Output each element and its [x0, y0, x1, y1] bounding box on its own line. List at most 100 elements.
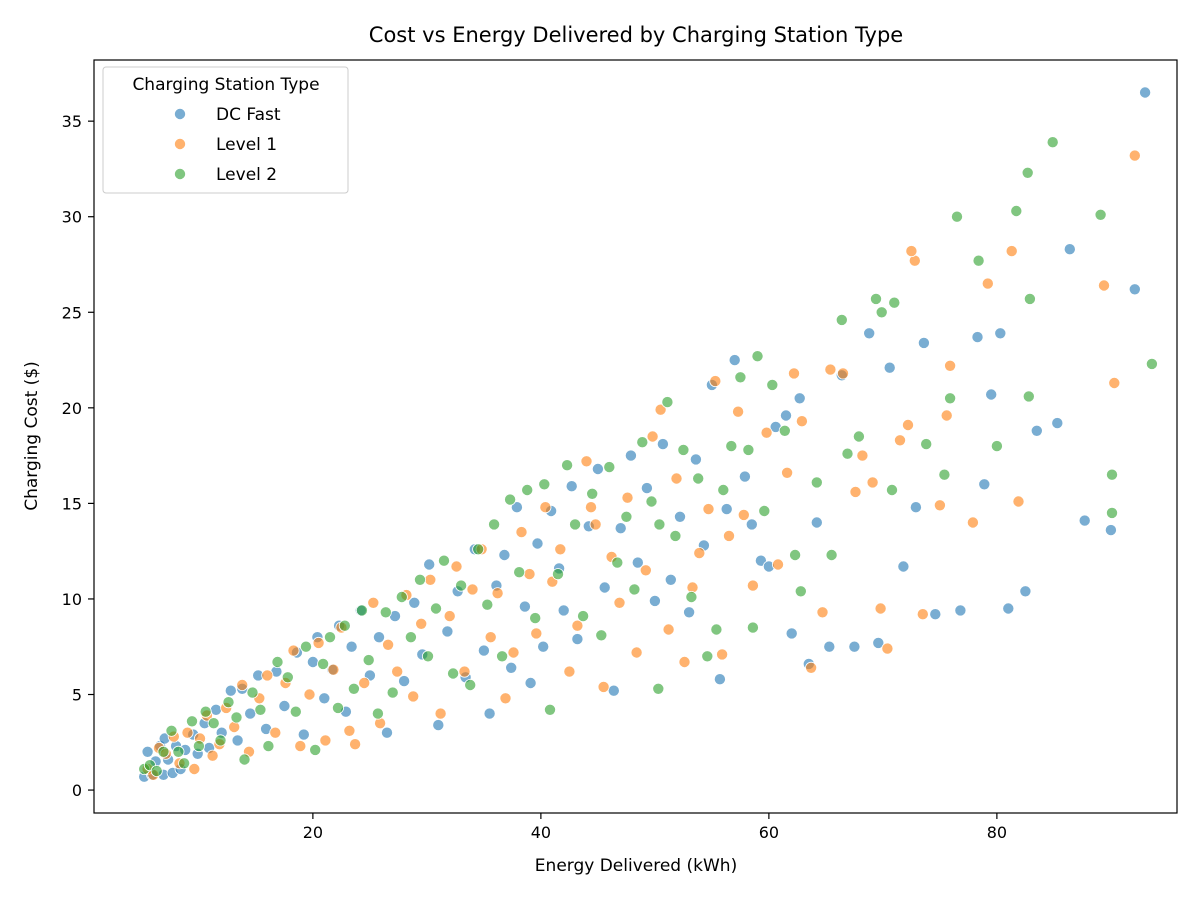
data-point-level-2 [488, 518, 501, 531]
data-point-level-1 [312, 636, 325, 649]
data-point-dc-fast [624, 449, 637, 462]
data-point-dc-fast [683, 606, 696, 619]
legend: Charging Station Type DC Fast Level 1 Leve… [102, 66, 349, 194]
data-point-level-2 [504, 493, 517, 506]
data-point-level-1 [795, 415, 808, 428]
data-point-dc-fast [664, 573, 677, 586]
data-point-dc-fast [1128, 283, 1141, 296]
data-point-level-2 [1106, 506, 1119, 519]
legend-label-level-1: Level 1 [216, 135, 277, 155]
data-point-dc-fast [345, 640, 358, 653]
data-point-level-2 [636, 436, 649, 449]
data-point-level-2 [178, 757, 191, 770]
data-point-level-2 [1010, 204, 1023, 217]
legend-label-level-2: Level 2 [216, 165, 277, 185]
data-point-level-2 [677, 443, 690, 456]
data-point-dc-fast [1002, 602, 1015, 615]
data-point-level-2 [751, 350, 764, 363]
data-point-level-2 [944, 392, 957, 405]
data-point-dc-fast [640, 482, 653, 495]
data-point-dc-fast [985, 388, 998, 401]
data-point-level-2 [472, 543, 485, 556]
data-point-dc-fast [720, 503, 733, 516]
data-point-level-2 [717, 483, 730, 496]
data-point-dc-fast [1078, 514, 1091, 527]
data-point-dc-fast [648, 594, 661, 607]
data-point-level-2 [620, 510, 633, 523]
data-point-level-2 [886, 483, 899, 496]
data-point-level-1 [737, 508, 750, 521]
data-point-dc-fast [614, 522, 627, 535]
data-point-level-1 [678, 656, 691, 669]
y-tick-label: 10 [62, 590, 82, 609]
data-point-dc-fast [510, 501, 523, 514]
data-point-level-1 [894, 434, 907, 447]
plot-area: 20 40 60 80 0 5 10 15 20 25 30 35 [62, 59, 1178, 842]
data-point-level-1 [746, 579, 759, 592]
data-point-level-1 [630, 646, 643, 659]
data-point-level-2 [289, 705, 302, 718]
data-point-level-1 [905, 245, 918, 258]
data-point-level-2 [481, 598, 494, 611]
data-point-level-2 [347, 682, 360, 695]
data-point-dc-fast [978, 478, 991, 491]
data-point-level-2 [413, 573, 426, 586]
data-point-level-2 [207, 717, 220, 730]
data-point-level-2 [309, 743, 322, 756]
data-point-dc-fast [483, 707, 496, 720]
data-point-dc-fast [1139, 86, 1152, 99]
data-point-level-1 [585, 501, 598, 514]
data-point-dc-fast [823, 640, 836, 653]
data-point-level-2 [230, 711, 243, 724]
data-point-level-2 [685, 591, 698, 604]
data-point-level-2 [222, 696, 235, 709]
x-axis-label: Energy Delivered (kWh) [535, 856, 737, 876]
data-point-level-1 [491, 587, 504, 600]
data-point-level-2 [199, 705, 212, 718]
data-point-dc-fast [810, 516, 823, 529]
data-point-dc-fast [244, 707, 257, 720]
data-point-level-1 [181, 726, 194, 739]
data-point-level-1 [760, 426, 773, 439]
data-point-level-1 [554, 543, 567, 556]
data-point-dc-fast [477, 644, 490, 657]
data-point-dc-fast [524, 677, 537, 690]
data-point-dc-fast [917, 336, 930, 349]
data-point-level-2 [870, 292, 883, 305]
data-point-level-1 [837, 367, 850, 380]
data-point-level-1 [1012, 495, 1025, 508]
data-point-dc-fast [689, 453, 702, 466]
data-point-level-1 [319, 734, 332, 747]
y-tick-label: 25 [62, 303, 82, 322]
data-point-level-2 [281, 671, 294, 684]
data-point-level-2 [888, 296, 901, 309]
data-point-level-1 [723, 529, 736, 542]
data-point-level-1 [702, 503, 715, 516]
data-point-level-2 [455, 579, 468, 592]
data-point-level-2 [1046, 136, 1059, 149]
data-point-level-1 [287, 644, 300, 657]
data-point-level-1 [716, 648, 729, 661]
data-point-level-1 [343, 724, 356, 737]
data-point-level-2 [758, 504, 771, 517]
data-point-level-1 [589, 518, 602, 531]
data-point-level-1 [933, 499, 946, 512]
data-point-dc-fast [1104, 524, 1117, 537]
data-point-level-2 [611, 556, 624, 569]
data-point-level-1 [670, 472, 683, 485]
data-point-dc-fast [231, 734, 244, 747]
data-point-level-2 [386, 686, 399, 699]
data-point-dc-fast [318, 692, 331, 705]
plot-frame [93, 59, 1178, 814]
data-point-dc-fast [674, 510, 687, 523]
data-point-level-1 [874, 602, 887, 615]
data-point-dc-fast [728, 354, 741, 367]
data-point-level-1 [458, 665, 471, 678]
data-point-level-2 [538, 478, 551, 491]
data-point-level-2 [561, 459, 574, 472]
data-point-level-1 [597, 680, 610, 693]
data-point-dc-fast [557, 604, 570, 617]
data-point-level-1 [788, 367, 801, 380]
data-point-level-1 [881, 642, 894, 655]
x-axis: 20 40 60 80 [303, 813, 1007, 842]
